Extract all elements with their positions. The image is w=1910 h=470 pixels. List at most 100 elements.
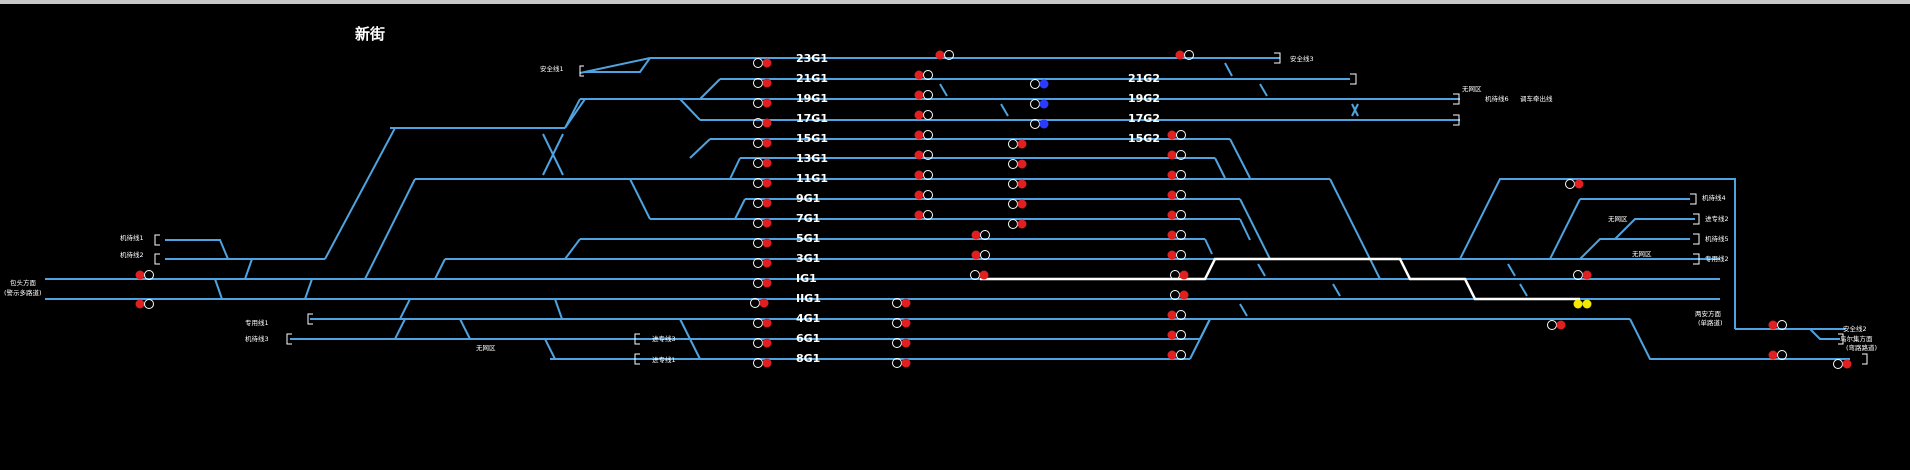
- signal[interactable]: [971, 230, 990, 240]
- signal[interactable]: [1573, 270, 1592, 280]
- conn-7G-left: [629, 178, 651, 220]
- signal[interactable]: [135, 299, 154, 309]
- buffer-stop: [1690, 193, 1697, 205]
- signal[interactable]: [753, 58, 772, 68]
- signal[interactable]: [914, 210, 933, 220]
- buffer-stop: [579, 65, 584, 77]
- signal[interactable]: [892, 338, 911, 348]
- track-label: 4G1: [796, 312, 820, 325]
- track-label: 11G1: [796, 172, 828, 185]
- signal[interactable]: [753, 158, 772, 168]
- signal[interactable]: [753, 118, 772, 128]
- signal[interactable]: [1030, 119, 1049, 129]
- signal[interactable]: [753, 98, 772, 108]
- signal[interactable]: [750, 298, 769, 308]
- track-label: IIG1: [796, 292, 821, 305]
- track-network: [45, 57, 1850, 360]
- signal[interactable]: [1565, 179, 1584, 189]
- signal[interactable]: [1008, 219, 1027, 229]
- label-safety-line-1: 安全线1: [540, 64, 564, 73]
- track-label: 5G1: [796, 232, 820, 245]
- signal[interactable]: [753, 78, 772, 88]
- conn-19G-17G-r: [1000, 103, 1009, 117]
- signal[interactable]: [1170, 290, 1189, 300]
- signal[interactable]: [1547, 320, 1566, 330]
- signal[interactable]: [914, 110, 933, 120]
- conn-r-short2: [1332, 283, 1341, 297]
- signal[interactable]: [970, 270, 989, 280]
- label-liangan-dir-sub: (单路道): [1698, 318, 1723, 327]
- signal[interactable]: [753, 138, 772, 148]
- signal[interactable]: [914, 70, 933, 80]
- conn-3G-left: [434, 258, 446, 280]
- signal[interactable]: [914, 150, 933, 160]
- conn-9G-right: [1239, 198, 1271, 260]
- signal[interactable]: [1030, 99, 1049, 109]
- signal[interactable]: [1008, 139, 1027, 149]
- signal[interactable]: [753, 318, 772, 328]
- signals[interactable]: [135, 50, 1852, 369]
- signal[interactable]: [1833, 359, 1852, 369]
- label-no-net-zone: 无网区: [1608, 215, 1628, 223]
- signal[interactable]: [1768, 350, 1787, 360]
- signal[interactable]: [1167, 130, 1186, 140]
- label-no-net-zone: 无网区: [1632, 250, 1652, 258]
- label-branch-line-1: 进专线1: [652, 355, 676, 364]
- conn-15G-left: [689, 138, 711, 159]
- label-safety-line-3: 安全线3: [1290, 54, 1314, 63]
- conn-r-short4: [1507, 263, 1516, 277]
- buffer-stop: [1862, 353, 1868, 365]
- signal[interactable]: [914, 170, 933, 180]
- signal[interactable]: [753, 358, 772, 368]
- signal[interactable]: [914, 90, 933, 100]
- signal[interactable]: [1167, 310, 1186, 320]
- signal[interactable]: [935, 50, 954, 60]
- signal[interactable]: [1008, 159, 1027, 169]
- signal[interactable]: [1030, 79, 1049, 89]
- buffer-stop: [1693, 233, 1700, 245]
- signal[interactable]: [914, 130, 933, 140]
- signal[interactable]: [753, 198, 772, 208]
- conn-19G-17G-r2: [939, 83, 948, 97]
- conn-short-3: [244, 258, 253, 280]
- signal[interactable]: [753, 178, 772, 188]
- signal[interactable]: [1573, 299, 1592, 309]
- signal[interactable]: [1167, 330, 1186, 340]
- track-label: 9G1: [796, 192, 820, 205]
- signal[interactable]: [1167, 170, 1186, 180]
- signal[interactable]: [1167, 350, 1186, 360]
- signal[interactable]: [892, 358, 911, 368]
- signal[interactable]: [1167, 230, 1186, 240]
- conn-11G-long: [364, 178, 416, 280]
- signal[interactable]: [914, 190, 933, 200]
- signal[interactable]: [892, 298, 911, 308]
- signal[interactable]: [1768, 320, 1787, 330]
- signal[interactable]: [753, 338, 772, 348]
- signal[interactable]: [1167, 150, 1186, 160]
- signal[interactable]: [1175, 50, 1194, 60]
- conn-jixie5: [1579, 238, 1690, 260]
- station-title: 新街: [355, 25, 385, 43]
- signal[interactable]: [753, 278, 772, 288]
- signal[interactable]: [971, 250, 990, 260]
- buffer-stop: [154, 253, 160, 265]
- conn-8G-mid: [679, 318, 701, 360]
- track-label: IG1: [796, 272, 817, 285]
- track-label: 17G2: [1128, 112, 1160, 125]
- conn-x-2: [1351, 103, 1359, 117]
- signal[interactable]: [1167, 190, 1186, 200]
- label-no-net-zone: 无网区: [476, 344, 496, 352]
- track-label: 8G1: [796, 352, 820, 365]
- signal[interactable]: [1008, 179, 1027, 189]
- signal[interactable]: [753, 258, 772, 268]
- signal[interactable]: [135, 270, 154, 280]
- signal[interactable]: [1170, 270, 1189, 280]
- signal[interactable]: [1167, 250, 1186, 260]
- label-standby-line-5: 机待线5: [1705, 234, 1729, 243]
- signal[interactable]: [753, 238, 772, 248]
- signal[interactable]: [1167, 210, 1186, 220]
- signal[interactable]: [1008, 199, 1027, 209]
- signal[interactable]: [753, 218, 772, 228]
- signal[interactable]: [892, 318, 911, 328]
- window-top-bar: [0, 0, 1910, 4]
